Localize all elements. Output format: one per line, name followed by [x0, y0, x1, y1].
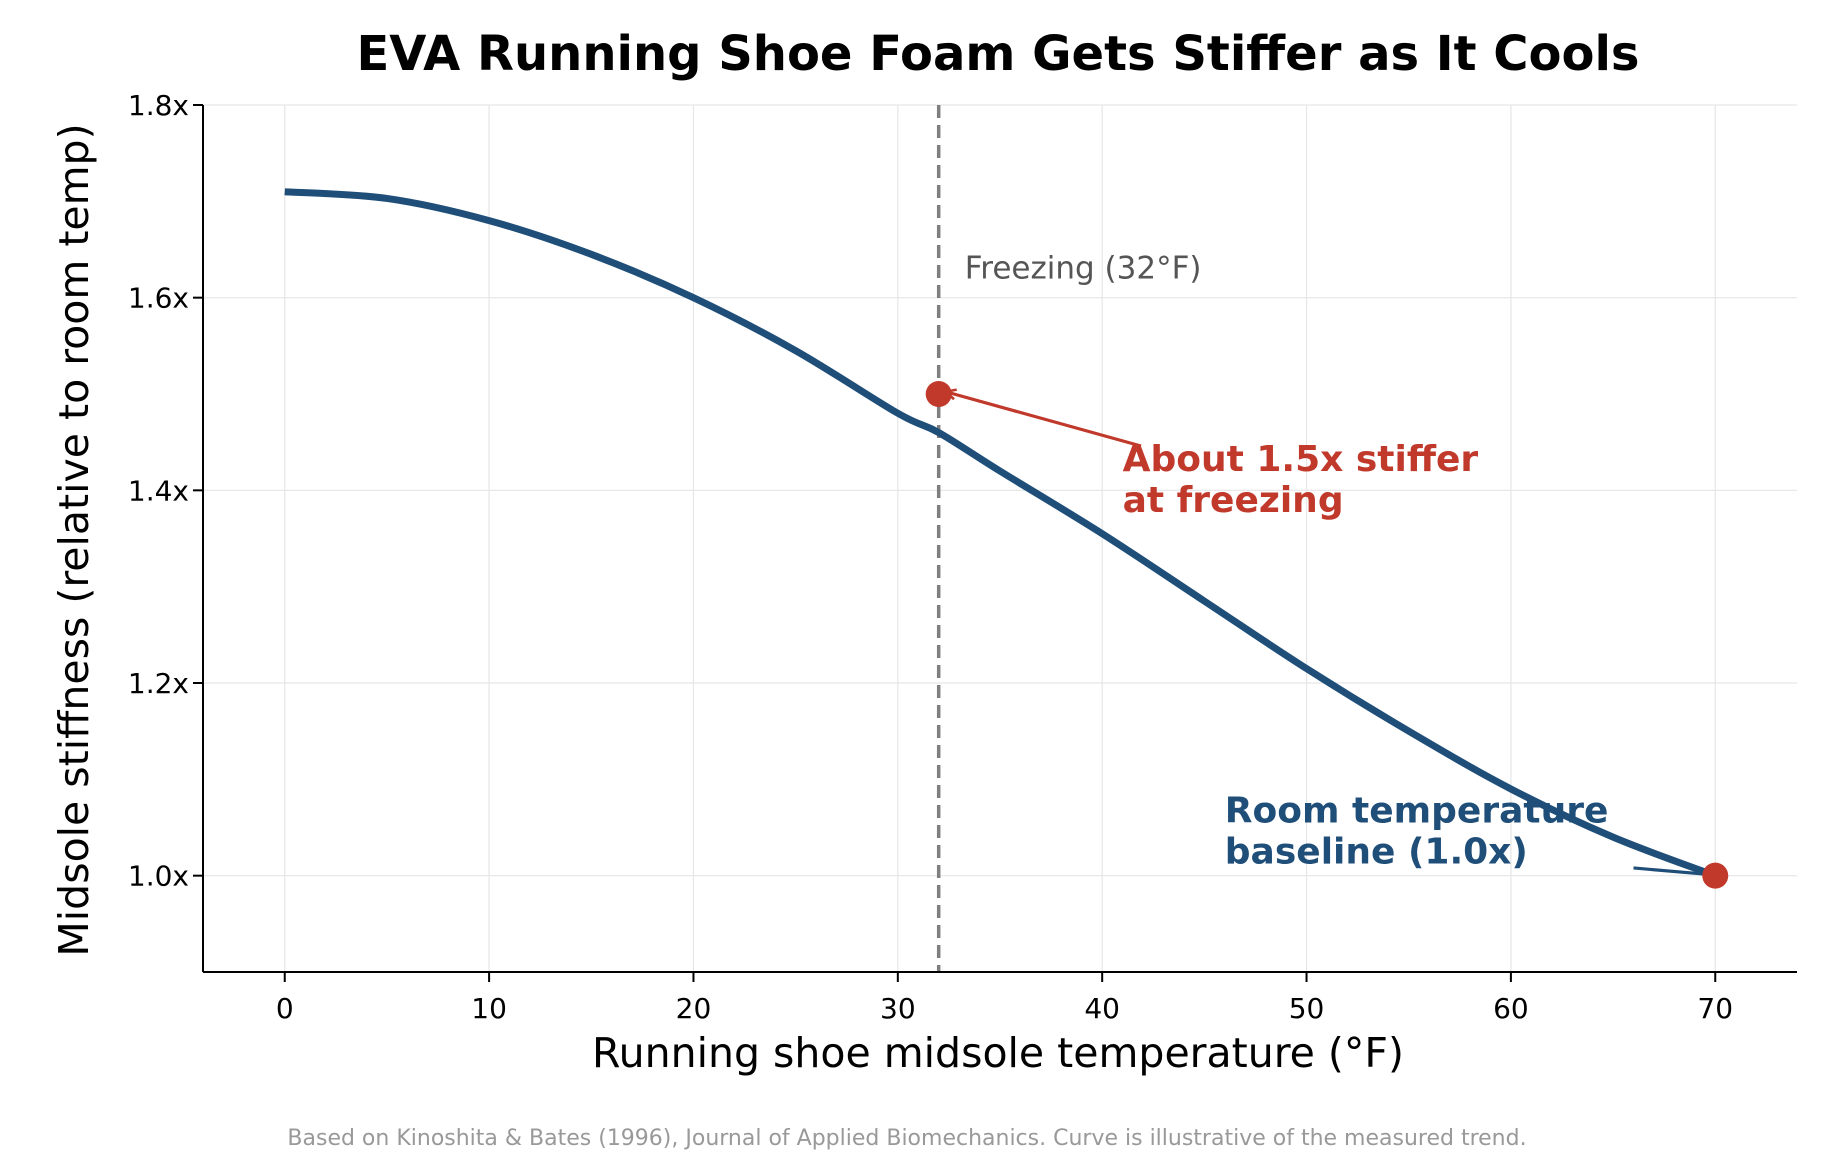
x-tick-label-4: 40: [1084, 992, 1120, 1025]
y-axis-label: Midsole stiffness (relative to room temp…: [50, 123, 98, 956]
x-tick-label-0: 0: [276, 992, 294, 1025]
highlight-points-group: [925, 381, 1729, 889]
reference-line-group: Freezing (32°F): [936, 105, 1202, 972]
y-tick-label-3: 1.6x: [128, 282, 189, 315]
highlight-point-1: [1702, 862, 1729, 889]
source-note: Based on Kinoshita & Bates (1996), Journ…: [287, 1126, 1526, 1151]
annotation-text-0: About 1.5x stiffer at freezing: [1123, 439, 1479, 521]
annotation-line-0-0: About 1.5x stiffer: [1123, 439, 1479, 480]
grid: [203, 104, 1797, 972]
x-tick-label-2: 20: [676, 992, 712, 1025]
annotation-text-1: Room temperature baseline (1.0x): [1225, 791, 1609, 873]
x-tick-label-7: 70: [1697, 992, 1733, 1025]
freezing-reference-label: Freezing (32°F): [965, 250, 1202, 286]
y-tick-label-4: 1.8x: [128, 89, 189, 122]
x-tick-label-3: 30: [880, 992, 916, 1025]
x-tick-label-5: 50: [1289, 992, 1325, 1025]
annotation-arrow-0: [947, 392, 1142, 448]
axes: [202, 105, 1797, 973]
annotation-line-1-0: Room temperature: [1225, 791, 1609, 832]
annotation-line-1-1: baseline (1.0x): [1225, 832, 1528, 873]
x-tick-label-6: 60: [1493, 992, 1529, 1025]
series-line-0: [284, 188, 1717, 879]
chart-title: EVA Running Shoe Foam Gets Stiffer as It…: [357, 26, 1640, 82]
x-axis-label: Running shoe midsole temperature (°F): [592, 1029, 1404, 1077]
y-tick-label-2: 1.4x: [128, 474, 189, 507]
tick-labels: 0 10 20 30 40 50 60 70 1.0x 1.2x 1.4x 1.6x 1.8x: [128, 89, 1733, 1025]
y-tick-label-0: 1.0x: [128, 860, 189, 893]
highlight-point-0: [925, 381, 952, 407]
y-tick-label-1: 1.2x: [128, 667, 189, 700]
annotation-line-0-1: at freezing: [1123, 480, 1344, 521]
x-tick-label-1: 10: [471, 992, 507, 1025]
series-group: [284, 188, 1717, 879]
annotation-group: About 1.5x stiffer at freezing Room temper…: [947, 392, 1724, 876]
